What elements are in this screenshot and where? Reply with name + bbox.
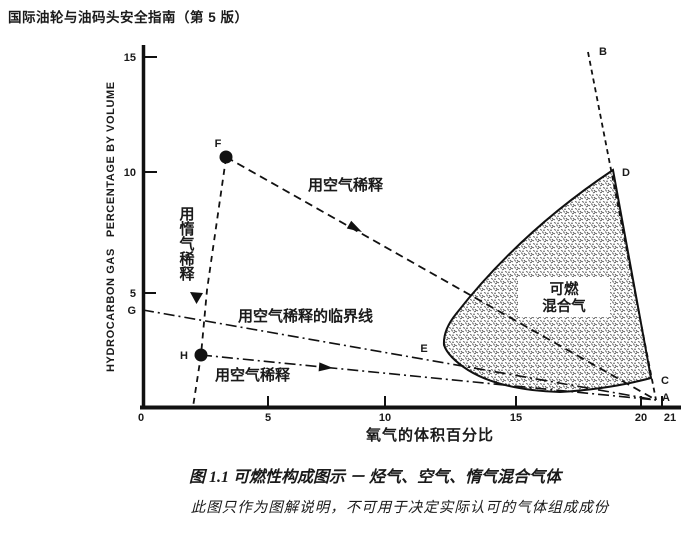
point-F — [219, 150, 233, 164]
arrowhead-F-H — [190, 292, 203, 304]
figure-caption: 图 1.1 可燃性构成图示 － 烃气、空气、惰气混合气体 — [188, 469, 561, 486]
y-tick-label-5: 5 — [130, 288, 136, 300]
point-label-B: B — [599, 46, 607, 58]
x-tick-label-0: 0 — [138, 412, 144, 424]
label-dilute-air-lower: 用空气稀释 — [215, 366, 291, 384]
flammability-diagram: 15 10 5 0 5 10 15 20 21 HYDROCARBON GAS … — [105, 45, 681, 444]
point-label-H: H — [180, 350, 188, 362]
point-label-G: G — [127, 305, 136, 317]
line-G-A-critical — [142, 309, 657, 401]
point-label-C: C — [661, 375, 669, 387]
point-label-E: E — [420, 343, 427, 355]
y-tick-label-10: 10 — [124, 167, 136, 179]
flammable-label-line1: 可燃 — [550, 280, 579, 298]
label-dilute-air-upper: 用空气稀释 — [308, 176, 384, 194]
x-tick-label-5: 5 — [265, 412, 271, 424]
x-tick-label-21: 21 — [664, 412, 676, 424]
x-tick-label-20: 20 — [635, 412, 647, 424]
point-label-A: A — [662, 392, 670, 404]
line-F-H-dilute-inert — [192, 157, 227, 408]
document-header: 国际油轮与油码头安全指南（第 5 版） — [8, 10, 249, 25]
x-axis-title: 氧气的体积百分比 — [365, 426, 494, 444]
label-dilute-inert: 用惰气稀释 — [178, 206, 196, 282]
line-H-A-dilute-air — [200, 354, 657, 401]
y-tick-label-15: 15 — [124, 52, 136, 64]
point-label-F: F — [215, 138, 222, 150]
arrowhead-F-A — [346, 220, 362, 232]
flammable-label-line2: 混合气 — [542, 297, 586, 315]
arrowhead-H-A — [318, 362, 333, 372]
point-label-D: D — [622, 167, 630, 179]
y-axis-title: HYDROCARBON GAS PERCENTAGE BY VOLUME — [105, 81, 117, 372]
label-critical-line: 用空气稀释的临界线 — [238, 307, 373, 325]
line-F-A-dilute-air — [225, 156, 657, 401]
figure-note: 此图只作为图解说明，不可用于决定实际认可的气体组成成份 — [190, 500, 610, 516]
x-tick-label-15: 15 — [510, 412, 522, 424]
flammable-label-box — [518, 277, 610, 317]
point-H — [194, 348, 208, 362]
x-tick-label-10: 10 — [379, 412, 391, 424]
